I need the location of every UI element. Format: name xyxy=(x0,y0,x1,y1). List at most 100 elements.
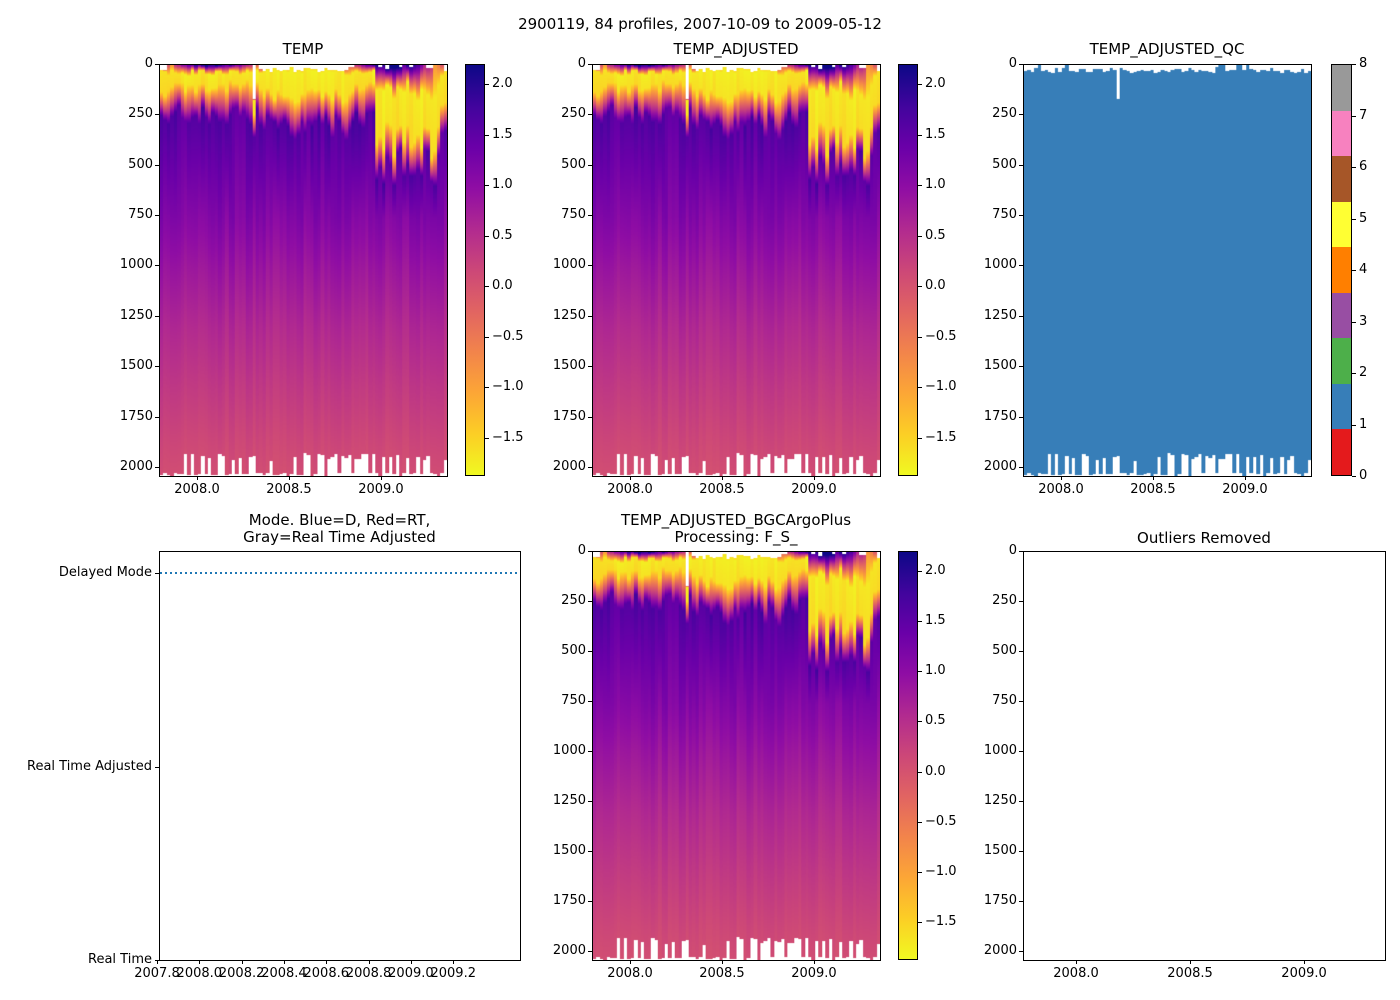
y-tick-label: 2000 xyxy=(552,943,586,958)
colorbar-tick-label: 2.0 xyxy=(925,76,946,92)
x-tick-label: 2008.0 xyxy=(1038,482,1084,497)
colorbar-tick-label: 0.5 xyxy=(925,227,946,243)
colorbar-tick-label: 1.0 xyxy=(492,177,513,193)
y-tick-mark xyxy=(1019,851,1023,852)
delayed-mode-line xyxy=(160,572,519,574)
x-tick-label: 2009.0 xyxy=(791,966,837,981)
x-tick-label: 2008.0 xyxy=(607,966,653,981)
x-tick-mark xyxy=(410,960,412,964)
y-tick-label: 2000 xyxy=(119,458,153,474)
y-tick-mark xyxy=(155,215,159,217)
y-tick-mark xyxy=(588,416,592,418)
y-tick-mark xyxy=(1019,601,1023,602)
temperature-heatmap-canvas xyxy=(593,552,880,960)
y-tick-mark xyxy=(588,114,592,116)
qc-colorbar-segment xyxy=(1332,292,1351,339)
axes-bgc-heatmap xyxy=(592,551,881,961)
y-tick-mark xyxy=(155,573,159,574)
y-tick-mark xyxy=(588,64,592,65)
y-tick-mark xyxy=(155,315,159,317)
x-tick-mark xyxy=(721,476,723,480)
y-tick-mark xyxy=(1019,901,1023,902)
y-tick-label: 0 xyxy=(577,56,586,71)
x-tick-mark xyxy=(629,960,631,964)
colorbar-tick-mark xyxy=(918,671,922,673)
colorbar-tick-mark xyxy=(918,721,922,723)
panel-title-temp-adjusted: TEMP_ADJUSTED xyxy=(673,40,799,58)
x-tick-mark xyxy=(368,960,370,964)
y-tick-label: 1750 xyxy=(552,408,586,424)
y-tick-label: 1000 xyxy=(983,257,1017,273)
y-tick-mark xyxy=(1019,701,1023,702)
y-tick-mark xyxy=(588,751,592,752)
colorbar-tick-mark xyxy=(918,84,922,86)
y-tick-mark xyxy=(1019,951,1023,952)
colorbar-tick-label: −1.0 xyxy=(925,863,957,879)
x-tick-label: 2009.0 xyxy=(1281,966,1327,981)
colorbar-tick-mark xyxy=(918,921,922,923)
panel-title-bgc: TEMP_ADJUSTED_BGCArgoPlus Processing: F_… xyxy=(620,511,852,546)
temperature-heatmap-canvas xyxy=(593,65,880,476)
y-tick-mark xyxy=(588,265,592,267)
y-tick-mark xyxy=(588,801,592,802)
colorbar-tick-mark xyxy=(918,571,922,573)
qc-colorbar-segment xyxy=(1332,429,1351,475)
y-tick-mark xyxy=(1019,265,1023,267)
x-tick-mark xyxy=(813,960,815,964)
y-tick-label: 1750 xyxy=(552,893,586,908)
x-tick-label: 2009.0 xyxy=(388,966,434,981)
y-tick-label: 1250 xyxy=(552,307,586,323)
temperature-colorbar xyxy=(465,64,485,476)
x-tick-mark xyxy=(326,960,328,964)
colorbar-tick-mark xyxy=(485,235,489,237)
colorbar-tick-label: 2.0 xyxy=(925,563,946,579)
y-tick-label: 500 xyxy=(561,643,586,658)
y-tick-label: 0 xyxy=(1008,543,1017,558)
x-tick-mark xyxy=(380,476,382,480)
colorbar-tick-label: 0.0 xyxy=(492,278,513,294)
y-tick-mark xyxy=(588,701,592,702)
axes-temp-adjusted-qc-heatmap xyxy=(1023,64,1312,477)
colorbar-tick-mark xyxy=(485,134,489,136)
y-tick-label: 1500 xyxy=(552,358,586,374)
colorbar-tick-label: −1.5 xyxy=(492,429,524,445)
qc-colorbar xyxy=(1331,64,1352,476)
colorbar-tick-mark xyxy=(1352,321,1356,323)
y-tick-mark xyxy=(588,164,592,166)
x-tick-label: 2008.8 xyxy=(345,966,392,981)
colorbar-tick-label: 1.0 xyxy=(925,663,946,679)
y-tick-mark xyxy=(1019,315,1023,317)
colorbar-tick-label: −1.5 xyxy=(925,429,957,445)
colorbar-tick-mark xyxy=(1352,218,1356,220)
colorbar-tick-label: 1.5 xyxy=(925,613,946,629)
y-tick-label: Real Time xyxy=(88,952,152,967)
x-tick-label: 2008.0 xyxy=(174,482,220,497)
colorbar-tick-mark xyxy=(918,771,922,773)
y-tick-label: 1250 xyxy=(552,793,586,808)
x-tick-mark xyxy=(1076,960,1078,964)
colorbar-tick-label: 5 xyxy=(1359,210,1368,226)
y-tick-mark xyxy=(588,651,592,652)
y-tick-label: 250 xyxy=(561,106,586,122)
y-tick-label: 750 xyxy=(561,693,586,708)
y-tick-label: 2000 xyxy=(552,458,586,474)
colorbar-tick-mark xyxy=(918,235,922,237)
qc-flag-heatmap-canvas xyxy=(1024,65,1311,476)
y-tick-label: 250 xyxy=(561,593,586,608)
x-tick-label: 2008.2 xyxy=(218,966,265,981)
qc-colorbar-segment xyxy=(1332,65,1351,111)
y-tick-mark xyxy=(155,265,159,267)
x-tick-label: 2008.5 xyxy=(699,482,745,497)
colorbar-tick-mark xyxy=(1352,64,1356,65)
y-tick-label: 750 xyxy=(992,207,1017,223)
y-tick-label: 250 xyxy=(992,593,1017,608)
x-tick-label: 2008.5 xyxy=(699,966,745,981)
y-tick-mark xyxy=(1019,801,1023,802)
colorbar-tick-mark xyxy=(918,286,922,288)
y-tick-mark xyxy=(588,315,592,317)
y-tick-label: Delayed Mode xyxy=(58,565,152,580)
x-tick-label: 2008.5 xyxy=(1167,966,1213,981)
colorbar-tick-mark xyxy=(918,437,922,439)
colorbar-tick-label: −1.0 xyxy=(492,379,524,395)
x-tick-label: 2009.0 xyxy=(358,482,404,497)
